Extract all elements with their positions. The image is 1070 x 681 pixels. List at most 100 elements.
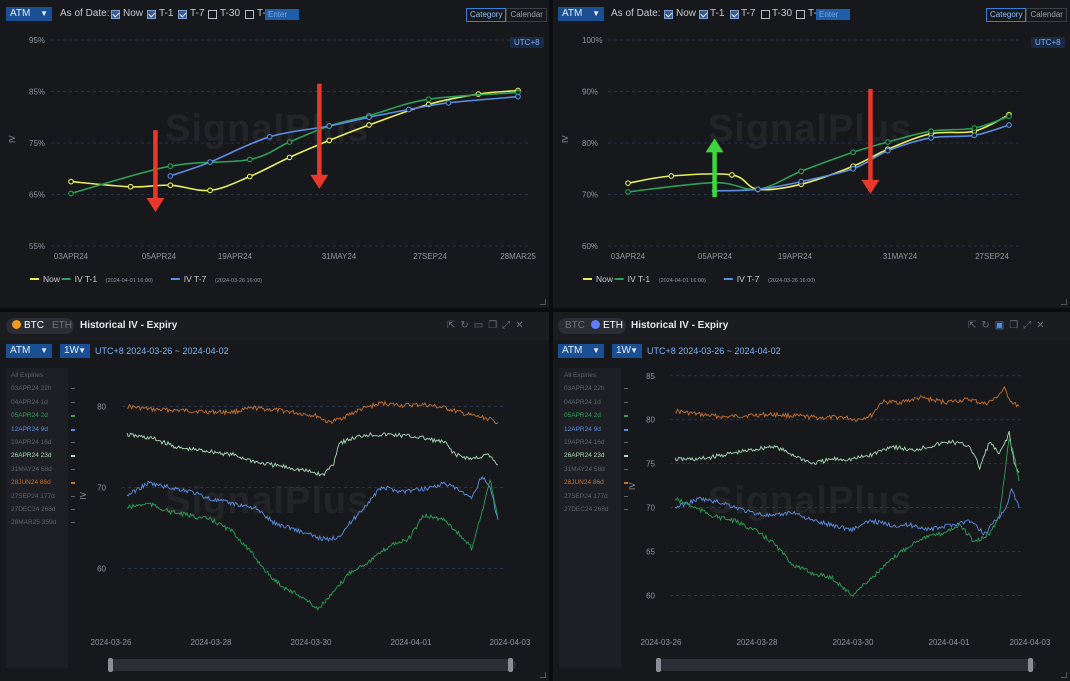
share-icon[interactable]: ⇱ (447, 320, 461, 331)
range-slider-start-handle[interactable] (108, 658, 113, 672)
copy-icon[interactable]: ❐ (488, 320, 503, 331)
expiry-item[interactable]: 12APR24 9d (11, 426, 75, 433)
expiry-item[interactable]: 27DEC24 268d (11, 506, 75, 513)
expiry-item[interactable]: 27SEP24 177d (11, 493, 75, 500)
data-point[interactable] (884, 139, 891, 145)
data-point[interactable] (798, 178, 805, 185)
range-slider[interactable] (108, 659, 516, 671)
folder-icon[interactable]: ▭ (473, 320, 489, 331)
resize-handle[interactable] (1061, 299, 1067, 305)
expiry-item[interactable]: 04APR24 1d (11, 399, 75, 406)
refresh-icon[interactable]: ↻ (981, 320, 995, 331)
expiry-item[interactable]: 19APR24 16d (11, 439, 75, 446)
expand-icon[interactable]: ⤢ (502, 320, 516, 331)
data-point[interactable] (127, 183, 134, 190)
resize-handle[interactable] (1061, 672, 1067, 678)
expiry-item[interactable]: 27SEP24 177d (564, 493, 628, 500)
tab-category[interactable]: Category (986, 8, 1027, 22)
checkbox-custom[interactable] (245, 10, 254, 19)
checkbox-t1[interactable] (147, 10, 156, 19)
data-point[interactable] (850, 149, 856, 156)
legend-item[interactable]: IV T-7 (2024-03-26 16:00) (723, 274, 815, 284)
expiry-item[interactable]: 28JUN24 86d (11, 479, 75, 486)
mode-select[interactable]: ATM ▼ (558, 344, 604, 358)
expiry-item[interactable]: 26APR24 23d (564, 452, 628, 459)
data-point[interactable] (1006, 113, 1012, 120)
mode-select[interactable]: ATM ▼ (6, 344, 52, 358)
expiry-item[interactable]: 28MAR25 359d (11, 519, 75, 526)
mode-select[interactable]: ATM ▼ (6, 7, 52, 21)
data-point[interactable] (286, 139, 293, 145)
expiry-item[interactable]: 19APR24 16d (564, 439, 628, 446)
share-icon[interactable]: ⇱ (968, 320, 982, 331)
mode-select[interactable]: ATM ▼ (558, 7, 604, 21)
data-point[interactable] (366, 122, 372, 128)
data-point[interactable] (266, 133, 273, 140)
tab-calendar[interactable]: Calendar (506, 8, 547, 22)
expiry-item[interactable]: 03APR24 22h (11, 385, 75, 392)
expiry-item[interactable]: 05APR24 2d (564, 412, 628, 419)
data-point[interactable] (68, 190, 74, 197)
expiry-item[interactable]: 04APR24 1d (564, 399, 628, 406)
data-point[interactable] (167, 163, 174, 170)
coin-tab-eth[interactable]: ETH (591, 319, 623, 333)
data-point[interactable] (625, 180, 631, 187)
refresh-icon[interactable]: ↻ (460, 320, 474, 331)
checkbox-t1[interactable] (699, 10, 708, 19)
expiry-item[interactable]: 03APR24 22h (564, 385, 628, 392)
copy-icon[interactable]: ❐ (1009, 320, 1024, 331)
data-point[interactable] (625, 189, 631, 195)
data-point[interactable] (167, 182, 174, 189)
data-point[interactable] (971, 132, 978, 139)
folder-icon[interactable]: ▣ (994, 320, 1010, 331)
data-point[interactable] (445, 99, 452, 106)
legend-item[interactable]: Now (30, 274, 61, 284)
data-point[interactable] (68, 178, 74, 185)
resize-handle[interactable] (540, 672, 546, 678)
coin-tab-btc[interactable]: BTC (12, 319, 44, 333)
range-slider-start-handle[interactable] (656, 658, 661, 672)
checkbox-now[interactable] (111, 10, 120, 19)
data-point[interactable] (884, 147, 891, 154)
expand-icon[interactable]: ⤢ (1023, 320, 1037, 331)
resize-handle[interactable] (540, 299, 546, 305)
data-point[interactable] (207, 159, 213, 165)
data-point[interactable] (246, 156, 253, 163)
data-point[interactable] (246, 173, 253, 180)
data-point[interactable] (1006, 122, 1012, 128)
period-select[interactable]: 1W ▼ (60, 344, 90, 358)
custom-days-input[interactable]: Enter (265, 9, 299, 20)
data-point[interactable] (729, 172, 735, 178)
data-point[interactable] (167, 173, 174, 179)
coin-tab-btc[interactable]: BTC (565, 320, 585, 331)
data-point[interactable] (326, 123, 333, 129)
expiry-item[interactable]: 12APR24 9d (564, 426, 628, 433)
data-point[interactable] (798, 168, 805, 175)
legend-item[interactable]: IV T-7 (2024-03-26 16:00) (170, 274, 262, 284)
checkbox-now[interactable] (664, 10, 673, 19)
range-slider-end-handle[interactable] (508, 658, 513, 672)
range-slider[interactable] (656, 659, 1036, 671)
legend-item[interactable]: Now (583, 274, 614, 284)
checkbox-t7[interactable] (730, 10, 739, 19)
expiry-item[interactable]: 31MAY24 58d (11, 466, 75, 473)
expiry-item[interactable]: 27DEC24 268d (564, 506, 628, 513)
close-icon[interactable]: ✕ (1036, 320, 1050, 331)
expiry-item[interactable]: 28JUN24 86d (564, 479, 628, 486)
range-slider-end-handle[interactable] (1028, 658, 1033, 672)
data-point[interactable] (928, 128, 934, 135)
data-point[interactable] (405, 106, 412, 113)
data-point[interactable] (928, 135, 934, 141)
expiry-item[interactable]: 26APR24 23d (11, 452, 75, 459)
data-point[interactable] (668, 173, 675, 179)
data-point[interactable] (207, 187, 213, 194)
custom-days-input[interactable]: Enter (816, 9, 850, 20)
tab-calendar[interactable]: Calendar (1026, 8, 1067, 22)
data-point[interactable] (326, 137, 333, 144)
data-point[interactable] (366, 114, 372, 121)
period-select[interactable]: 1W ▼ (612, 344, 642, 358)
data-point[interactable] (425, 96, 432, 103)
expiry-item[interactable]: 05APR24 2d (11, 412, 75, 419)
legend-item[interactable]: IV T-1 (2024-04-01 16:00) (61, 274, 153, 284)
legend-item[interactable]: IV T-1 (2024-04-01 16:00) (614, 274, 706, 284)
